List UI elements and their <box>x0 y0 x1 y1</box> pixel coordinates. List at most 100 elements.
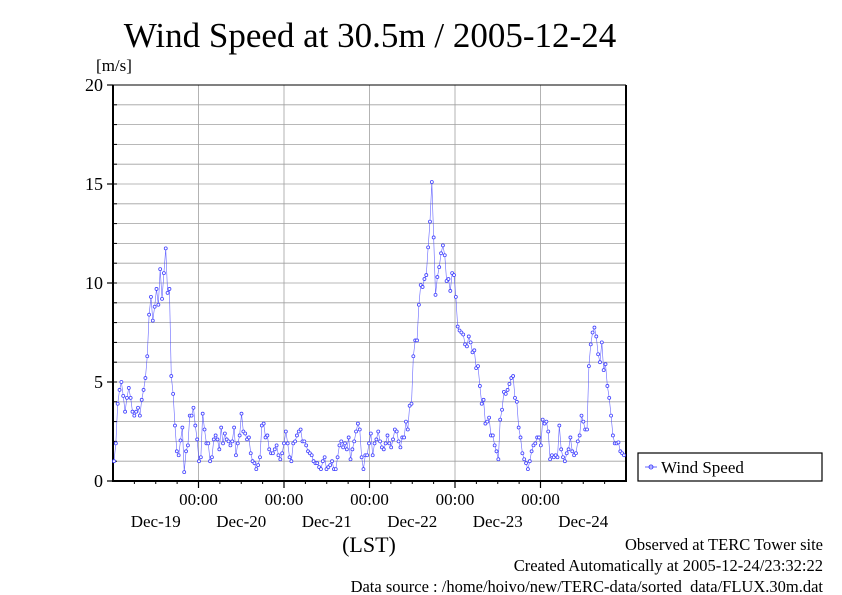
data-point <box>622 453 626 458</box>
data-point <box>548 457 552 462</box>
data-point <box>574 451 578 456</box>
y-axis-label: [m/s] <box>96 56 132 75</box>
data-point <box>383 441 388 446</box>
data-point <box>344 447 349 452</box>
data-point <box>526 467 530 472</box>
data-point <box>575 439 580 444</box>
data-point <box>287 455 292 460</box>
data-point <box>616 440 621 445</box>
data-point <box>186 443 190 448</box>
data-point <box>150 318 155 323</box>
data-point <box>272 447 277 452</box>
data-point <box>174 449 179 454</box>
data-point <box>490 433 495 438</box>
data-point <box>404 419 408 424</box>
data-point <box>160 296 164 301</box>
data-point <box>566 447 571 452</box>
data-point <box>322 455 327 460</box>
data-point <box>195 437 200 442</box>
data-point <box>139 397 144 402</box>
data-point <box>378 439 382 444</box>
data-point <box>267 447 272 452</box>
data-point <box>570 449 575 454</box>
data-point <box>609 413 613 418</box>
data-point <box>125 395 129 400</box>
data-point <box>184 449 188 454</box>
data-point <box>394 429 399 434</box>
data-point <box>335 455 340 460</box>
data-point <box>235 441 240 446</box>
data-point <box>516 425 521 430</box>
data-point <box>529 449 534 454</box>
data-point <box>507 382 512 386</box>
data-point <box>161 271 166 276</box>
data-point <box>239 411 244 416</box>
x-time-label: 00:00 <box>521 490 560 509</box>
data-point <box>433 292 438 297</box>
data-point <box>182 470 187 474</box>
data-point <box>180 425 185 430</box>
data-point <box>370 453 375 458</box>
data-point <box>538 443 543 448</box>
data-point <box>210 455 214 460</box>
data-point <box>376 429 381 434</box>
footer-observed: Observed at TERC Tower site <box>625 535 823 554</box>
data-point <box>562 459 567 464</box>
data-point <box>330 459 334 464</box>
data-point <box>455 324 460 329</box>
data-point <box>581 419 586 424</box>
data-point <box>343 441 347 446</box>
data-point <box>426 245 431 250</box>
x-date-label: Dec-22 <box>387 512 437 531</box>
data-point <box>429 180 434 184</box>
data-point <box>479 401 484 406</box>
data-point <box>298 427 303 432</box>
data-point <box>237 433 242 438</box>
data-point <box>315 461 320 466</box>
data-point <box>132 413 137 418</box>
data-point <box>415 338 419 343</box>
data-point <box>346 435 351 440</box>
data-point <box>428 219 432 224</box>
data-point <box>492 443 497 448</box>
data-point <box>152 304 157 309</box>
data-point <box>178 438 183 443</box>
data-point <box>579 413 584 418</box>
data-point <box>603 362 608 367</box>
data-point <box>112 459 116 464</box>
data-point <box>248 451 253 456</box>
data-point <box>561 455 565 460</box>
data-point <box>513 395 517 400</box>
data-point <box>117 388 122 392</box>
data-point <box>282 441 286 446</box>
data-point <box>398 445 403 450</box>
data-point <box>385 433 390 438</box>
data-point <box>121 393 126 398</box>
data-point <box>368 431 373 436</box>
data-point <box>126 386 131 390</box>
series-wind-speed <box>112 180 626 474</box>
data-point <box>611 433 615 438</box>
data-point <box>387 441 392 446</box>
data-point <box>230 439 235 444</box>
data-point <box>588 342 593 347</box>
data-point <box>485 419 490 424</box>
data-point <box>156 302 161 307</box>
footer-created: Created Automatically at 2005-12-24/23:3… <box>514 556 823 575</box>
data-point <box>141 388 146 392</box>
data-point <box>337 443 342 448</box>
data-point <box>176 453 181 458</box>
data-point <box>295 433 299 438</box>
data-point <box>215 437 220 442</box>
data-point <box>333 467 338 472</box>
x-date-label: Dec-20 <box>216 512 266 531</box>
data-point <box>232 425 237 430</box>
data-point <box>477 384 482 388</box>
data-point <box>452 273 456 277</box>
data-point <box>158 267 163 272</box>
data-point <box>167 287 172 291</box>
data-point <box>339 439 344 444</box>
data-point <box>466 334 471 339</box>
data-point <box>252 461 257 466</box>
